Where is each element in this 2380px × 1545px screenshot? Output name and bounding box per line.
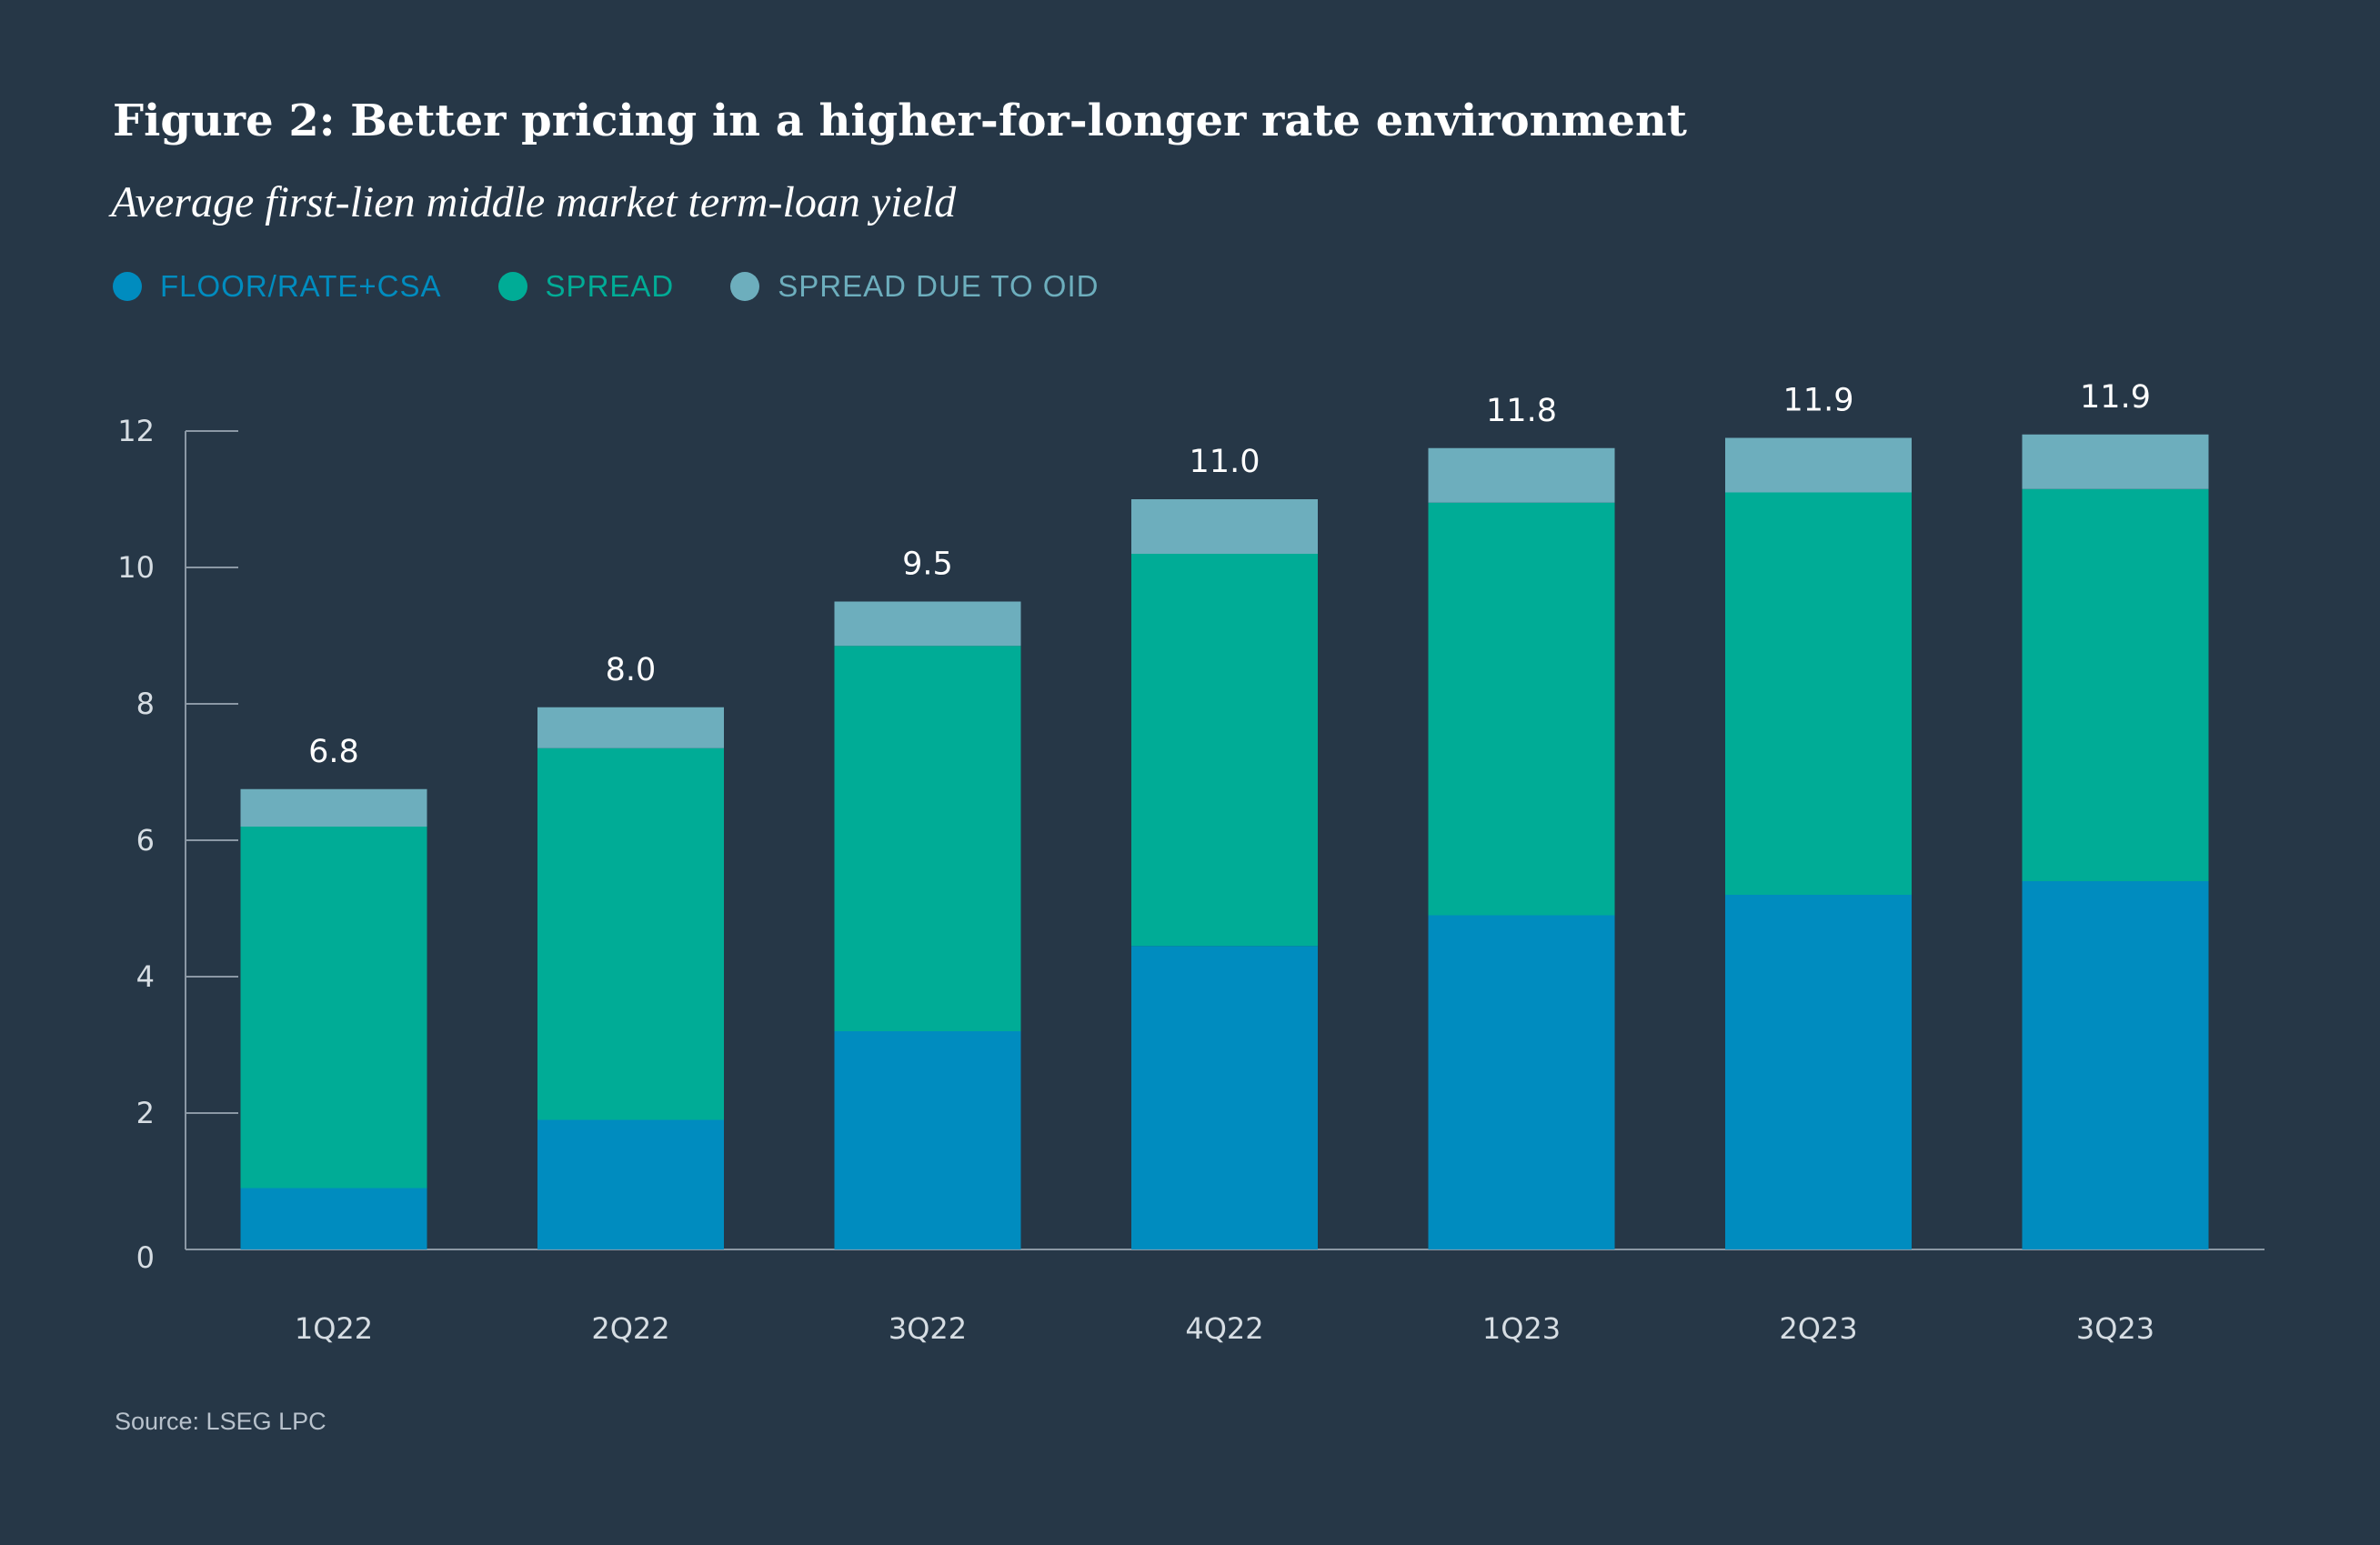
bar-segment-1q22-series-2 [240,788,427,827]
legend-dot-spread-oid [730,272,760,301]
total-label-4q22: 11.0 [1190,444,1260,480]
y-tick-label: 0 [136,1240,155,1275]
bar-segment-3q22-series-2 [834,601,1021,647]
y-tick-label: 4 [136,959,155,994]
bar-segment-3q22-series-0 [834,1031,1021,1249]
y-tick-label: 10 [117,550,155,585]
y-tick-label: 2 [136,1096,155,1130]
total-label-1q23: 11.8 [1486,393,1557,429]
legend-label-spread-oid: SPREAD DUE TO OID [778,269,1100,303]
bar-segment-3q23-series-0 [2022,881,2209,1249]
total-label-3q22: 9.5 [902,547,953,583]
total-label-2q22: 8.0 [606,652,657,688]
x-tick-label-1q22: 1Q22 [295,1311,373,1346]
x-tick-label-4q22: 4Q22 [1185,1311,1263,1346]
bar-segment-1q23-series-0 [1428,915,1615,1249]
bar-segment-2q23-series-2 [1725,437,1912,493]
bar-segment-4q22-series-1 [1131,554,1318,947]
y-tick-label: 6 [136,823,155,858]
legend-label-floor-rate: FLOOR/RATE+CSA [160,269,442,303]
bar-segment-3q22-series-1 [834,646,1021,1031]
bar-segment-4q22-series-0 [1131,946,1318,1249]
bar-segment-2q22-series-2 [537,707,724,748]
legend-item-floor-rate: FLOOR/RATE+CSA [113,269,442,304]
legend-label-spread: SPREAD [545,269,675,303]
y-tick-label: 8 [136,687,155,721]
bar-segment-2q23-series-0 [1725,895,1912,1249]
bar-segment-1q23-series-2 [1428,447,1615,503]
x-tick-label-2q23: 2Q23 [1779,1311,1857,1346]
bar-segment-4q22-series-2 [1131,499,1318,554]
legend-dot-spread [497,272,527,301]
bar-segment-1q22-series-1 [240,827,427,1189]
total-label-1q22: 6.8 [308,734,359,770]
x-tick-label-3q22: 3Q22 [889,1311,967,1346]
chart-subtitle: Average first-lien middle market term-lo… [111,178,957,226]
bar-segment-2q22-series-1 [537,747,724,1120]
legend-dot-floor-rate [113,272,142,301]
x-tick-label-3q23: 3Q23 [2076,1311,2154,1346]
legend-item-spread: SPREAD [497,269,675,304]
bar-segment-2q22-series-0 [537,1119,724,1249]
total-label-2q23: 11.9 [1783,383,1854,419]
bar-segment-3q23-series-1 [2022,488,2209,881]
bar-segment-2q23-series-1 [1725,492,1912,895]
legend: FLOOR/RATE+CSA SPREAD SPREAD DUE TO OID [113,269,1099,304]
total-label-3q23: 11.9 [2080,379,2151,416]
x-tick-label-1q23: 1Q23 [1482,1311,1561,1346]
legend-item-spread-oid: SPREAD DUE TO OID [730,269,1099,304]
bar-segment-3q23-series-2 [2022,434,2209,489]
bar-segment-1q23-series-1 [1428,502,1615,916]
bar-segment-1q22-series-0 [240,1188,427,1249]
chart-title: Figure 2: Better pricing in a higher-for… [113,95,1687,146]
y-tick-label: 12 [117,414,155,448]
x-tick-label-2q22: 2Q22 [591,1311,669,1346]
source-note: Source: LSEG LPC [115,1408,326,1435]
